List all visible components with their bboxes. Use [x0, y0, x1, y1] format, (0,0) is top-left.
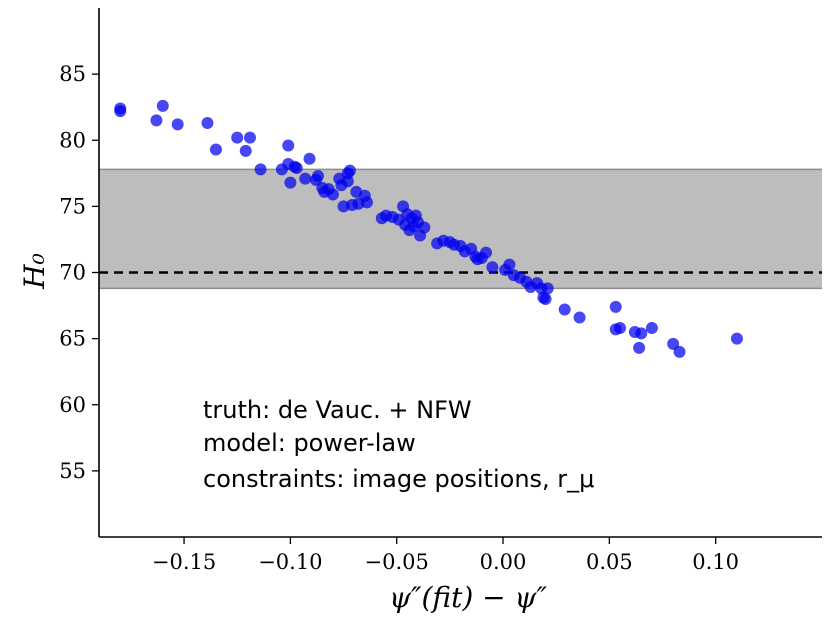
data-point [480, 246, 493, 259]
data-point [114, 105, 127, 118]
y-tick-label: 55 [59, 459, 86, 483]
data-point [360, 196, 373, 209]
y-tick-label: 85 [59, 62, 86, 86]
data-point [503, 258, 516, 271]
data-point [573, 311, 586, 324]
data-point [609, 300, 622, 313]
data-point [418, 221, 431, 234]
data-point [541, 282, 554, 295]
band-fill [99, 169, 822, 289]
data-point [343, 164, 356, 177]
data-point [282, 139, 295, 152]
x-tick-label: −0.05 [365, 550, 429, 574]
data-point [558, 303, 571, 316]
data-point [156, 99, 169, 112]
y-axis-label: H₀ [18, 253, 51, 290]
data-point [290, 162, 303, 175]
data-point [231, 131, 244, 144]
x-tick-label: 0.00 [480, 550, 527, 574]
data-point [312, 169, 325, 182]
y-tick-label: 70 [59, 261, 86, 285]
x-tick-label: −0.15 [152, 550, 216, 574]
data-point [673, 345, 686, 358]
data-point [635, 327, 648, 340]
x-tick-label: 0.05 [586, 550, 633, 574]
data-point [730, 332, 743, 345]
data-point [239, 144, 252, 157]
data-point [633, 341, 646, 354]
data-point [299, 172, 312, 185]
data-point [201, 117, 214, 130]
data-point [303, 152, 316, 165]
y-tick-label: 75 [59, 194, 86, 218]
data-points [114, 99, 743, 358]
y-tick-label: 65 [59, 327, 86, 351]
data-point [284, 176, 297, 189]
data-point [486, 261, 499, 274]
data-point [539, 292, 552, 305]
x-tick-label: −0.10 [258, 550, 322, 574]
data-point [645, 322, 658, 335]
data-point [254, 163, 267, 176]
data-point [243, 131, 256, 144]
data-point [613, 322, 626, 335]
data-point [326, 188, 339, 201]
y-tick-label: 60 [59, 393, 86, 417]
data-point [150, 114, 163, 127]
x-axis-label: ψ″(fit) − ψ″ [389, 581, 547, 614]
data-point [209, 143, 222, 156]
annotation-constraints: constraints: image positions, r_μ [203, 465, 594, 493]
uncertainty-band [99, 168, 822, 290]
x-tick-label: 0.10 [692, 550, 739, 574]
data-point [171, 118, 184, 131]
y-tick-label: 80 [59, 128, 86, 152]
annotation-model: model: power-law [203, 429, 416, 457]
ticks: −0.15 −0.10 −0.05 0.00 0.05 0.10 55 60 65 70 75 80 8… [59, 62, 739, 574]
annotation-truth: truth: de Vauc. + NFW [203, 396, 472, 424]
